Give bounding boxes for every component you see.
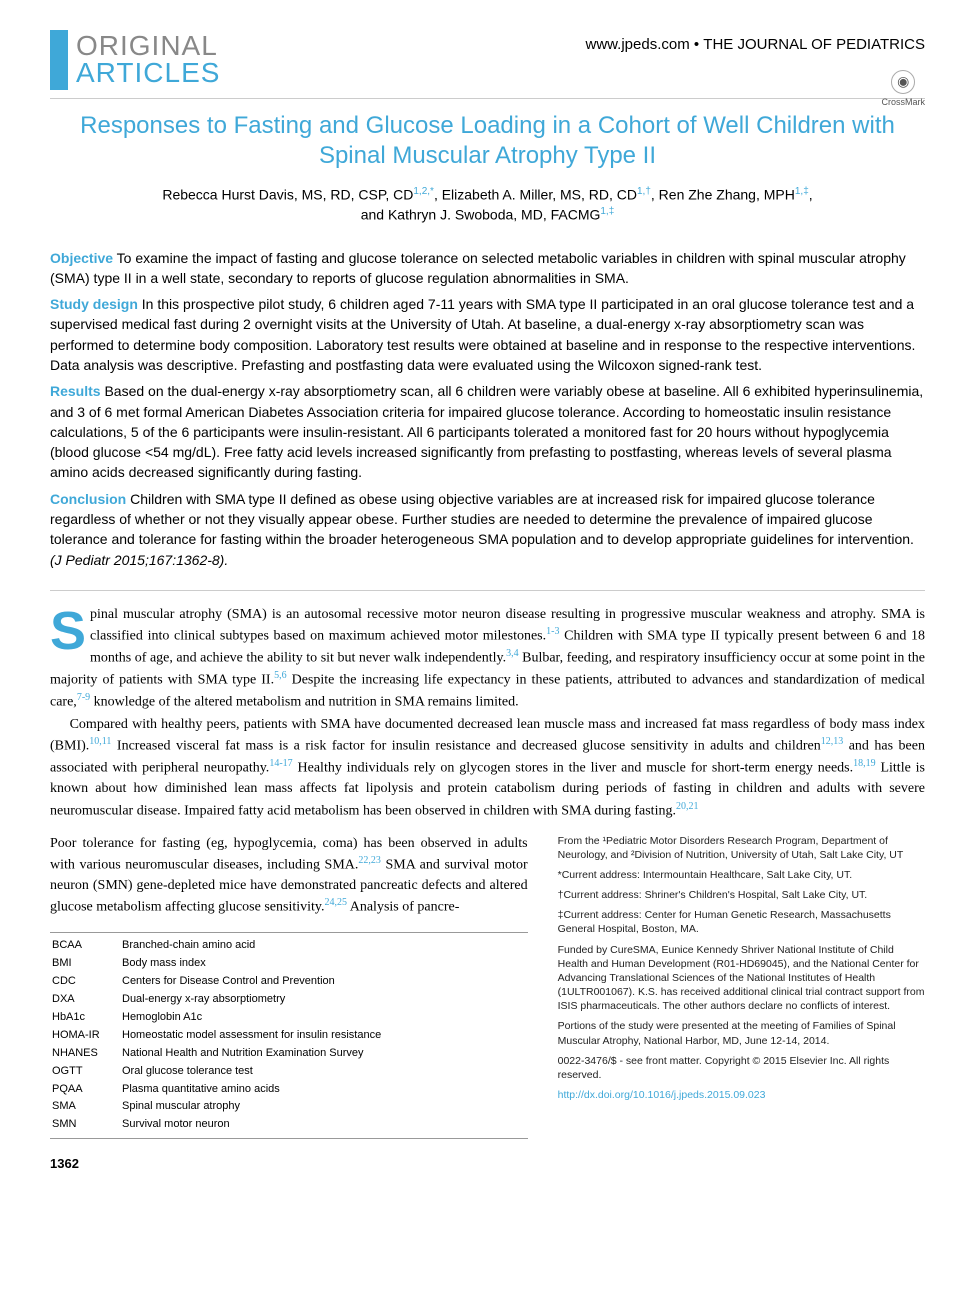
abbrev-row: SMNSurvival motor neuron (50, 1116, 395, 1134)
abbrev-row: SMASpinal muscular atrophy (50, 1098, 395, 1116)
abstract-objective-label: Objective (50, 250, 113, 266)
abbrev-key: BCAA (50, 937, 120, 955)
affil-ddagger: ‡Current address: Center for Human Genet… (558, 908, 925, 936)
abstract-objective-text: To examine the impact of fasting and glu… (50, 250, 906, 286)
author-list: Rebecca Hurst Davis, MS, RD, CSP, CD1,2,… (50, 185, 925, 226)
article-category-badge: ORIGINAL ARTICLES (50, 30, 220, 90)
abbrev-row: NHANESNational Health and Nutrition Exam… (50, 1045, 395, 1063)
abbrev-key: NHANES (50, 1045, 120, 1063)
abbrev-value: Spinal muscular atrophy (120, 1098, 395, 1116)
abstract-study-design-label: Study design (50, 296, 138, 312)
crossmark-icon: ◉ (891, 70, 915, 94)
abbrev-value: Oral glucose tolerance test (120, 1063, 395, 1081)
abbrev-row: PQAAPlasma quantitative amino acids (50, 1081, 395, 1099)
abstract-separator (50, 590, 925, 591)
abbrev-row: DXADual-energy x-ray absorptiometry (50, 991, 395, 1009)
abstract-citation: (J Pediatr 2015;167:1362-8). (50, 552, 228, 568)
abbrev-value: Hemoglobin A1c (120, 1009, 395, 1027)
abbrev-row: HOMA-IRHomeostatic model assessment for … (50, 1027, 395, 1045)
abstract-conclusion-text: Children with SMA type II defined as obe… (50, 491, 914, 548)
abbrev-row: BMIBody mass index (50, 955, 395, 973)
affil-copyright: 0022-3476/$ - see front matter. Copyrigh… (558, 1054, 925, 1082)
abbrev-key: OGTT (50, 1063, 120, 1081)
abbrev-key: HOMA-IR (50, 1027, 120, 1045)
abbrev-value: Homeostatic model assessment for insulin… (120, 1027, 395, 1045)
header-rule (50, 98, 925, 99)
article-title: Responses to Fasting and Glucose Loading… (50, 111, 925, 171)
abstract: Objective To examine the impact of fasti… (50, 248, 925, 570)
abstract-results-label: Results (50, 383, 101, 399)
abbrev-value: Centers for Disease Control and Preventi… (120, 973, 395, 991)
abbrev-key: DXA (50, 991, 120, 1009)
abstract-conclusion-label: Conclusion (50, 491, 126, 507)
journal-url[interactable]: www.jpeds.com (586, 36, 690, 53)
affil-presented: Portions of the study were presented at … (558, 1019, 925, 1047)
affil-from: From the ¹Pediatric Motor Disorders Rese… (558, 834, 925, 862)
category-line1: ORIGINAL (76, 33, 220, 60)
abstract-results-text: Based on the dual-energy x-ray absorptio… (50, 383, 923, 480)
abbrev-row: OGTTOral glucose tolerance test (50, 1063, 395, 1081)
journal-header: www.jpeds.com • THE JOURNAL OF PEDIATRIC… (586, 30, 926, 55)
abbrev-key: SMN (50, 1116, 120, 1134)
crossmark-badge[interactable]: ◉ CrossMark (881, 70, 925, 109)
abbrev-key: HbA1c (50, 1009, 120, 1027)
affil-funding: Funded by CureSMA, Eunice Kennedy Shrive… (558, 943, 925, 1014)
badge-accent-bar (50, 30, 68, 90)
abbrev-value: Branched-chain amino acid (120, 937, 395, 955)
doi-link[interactable]: http://dx.doi.org/10.1016/j.jpeds.2015.0… (558, 1089, 766, 1101)
abbrev-row: HbA1cHemoglobin A1c (50, 1009, 395, 1027)
page-number: 1362 (50, 1155, 925, 1173)
abbrev-key: SMA (50, 1098, 120, 1116)
abbrev-key: CDC (50, 973, 120, 991)
affil-star: *Current address: Intermountain Healthca… (558, 868, 925, 882)
category-line2: ARTICLES (76, 60, 220, 87)
article-body: Spinal muscular atrophy (SMA) is an auto… (50, 605, 925, 822)
abbrev-value: Survival motor neuron (120, 1116, 395, 1134)
abbrev-value: Body mass index (120, 955, 395, 973)
abbrev-row: CDCCenters for Disease Control and Preve… (50, 973, 395, 991)
abbrev-row: BCAABranched-chain amino acid (50, 937, 395, 955)
abbrev-value: Dual-energy x-ray absorptiometry (120, 991, 395, 1009)
abbrev-value: Plasma quantitative amino acids (120, 1081, 395, 1099)
abbrev-value: National Health and Nutrition Examinatio… (120, 1045, 395, 1063)
abbrev-key: PQAA (50, 1081, 120, 1099)
abstract-study-design-text: In this prospective pilot study, 6 child… (50, 296, 915, 373)
abbreviations-table: BCAABranched-chain amino acidBMIBody mas… (50, 932, 528, 1139)
affiliations-block: From the ¹Pediatric Motor Disorders Rese… (558, 834, 925, 1109)
affil-dagger: †Current address: Shriner's Children's H… (558, 888, 925, 902)
journal-name: THE JOURNAL OF PEDIATRICS (703, 36, 925, 53)
abbrev-key: BMI (50, 955, 120, 973)
dropcap: S (50, 605, 90, 655)
body-continuation: Poor tolerance for fasting (eg, hypoglyc… (50, 834, 528, 1140)
